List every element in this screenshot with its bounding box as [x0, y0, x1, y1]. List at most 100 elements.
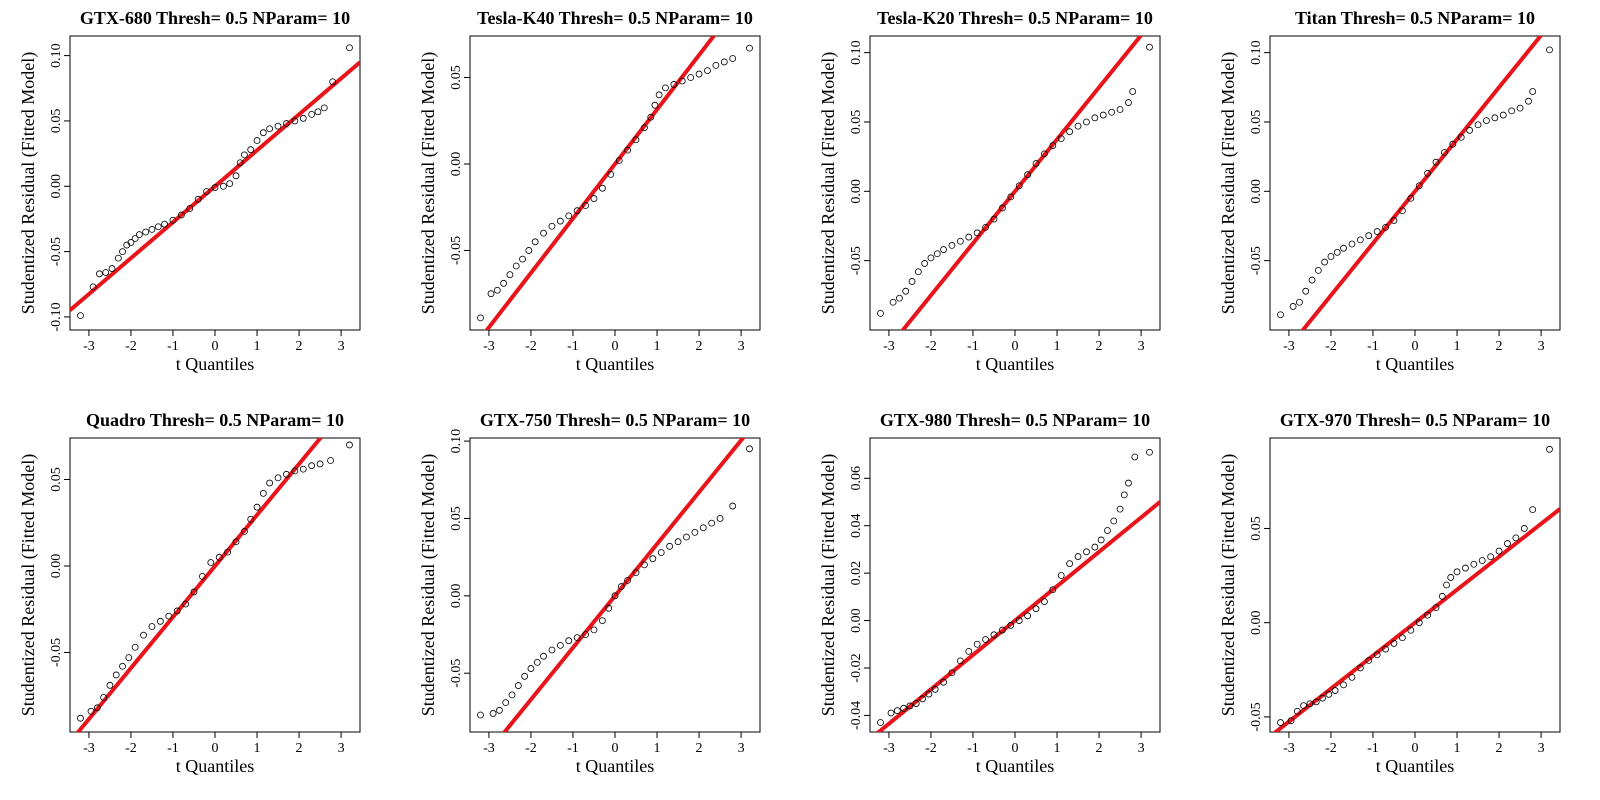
data-point — [662, 84, 669, 92]
data-point — [154, 223, 162, 231]
y-tick-label: 0.10 — [1249, 40, 1264, 65]
data-point — [1525, 97, 1532, 105]
data-point — [1348, 240, 1356, 248]
x-tick-label: -3 — [483, 741, 495, 756]
data-point — [114, 254, 122, 262]
data-point — [632, 136, 640, 144]
y-tick-label: 0.05 — [1249, 110, 1264, 135]
y-tick-label: 0.10 — [849, 40, 864, 65]
data-point — [224, 548, 232, 556]
data-point — [533, 658, 541, 666]
data-point — [1041, 598, 1048, 605]
y-axis-label: Studentized Residual (Fitted Model) — [1218, 454, 1239, 716]
data-point — [1319, 694, 1326, 702]
data-point — [896, 294, 903, 302]
x-tick-label: 3 — [738, 741, 745, 756]
y-tick-label: -0.05 — [49, 638, 64, 667]
y-tick-label: -0.05 — [1249, 246, 1264, 275]
panel-3: Tesla-K20 Thresh= 0.5 NParam= 10 -3 -2 -1 0 1… — [818, 8, 1161, 374]
y-tick-label: 0.05 — [849, 110, 864, 135]
y-tick-label: 0.00 — [449, 152, 464, 177]
data-point — [1083, 548, 1090, 556]
data-point — [1306, 700, 1314, 708]
data-point — [921, 260, 929, 267]
data-point — [1333, 248, 1341, 256]
data-point — [1007, 193, 1015, 201]
data-point — [1356, 664, 1364, 672]
data-point — [1091, 543, 1099, 551]
data-point — [525, 247, 533, 254]
data-point — [500, 279, 508, 287]
data-point — [1491, 114, 1499, 122]
data-point — [877, 719, 884, 726]
data-point — [982, 223, 989, 231]
data-point — [948, 669, 956, 677]
data-point — [274, 474, 282, 482]
x-tick-label: 3 — [338, 339, 345, 354]
panel-2: Tesla-K40 Thresh= 0.5 NParam= 10 -3 -2 -1 0 1… — [418, 8, 761, 374]
y-tick-label: 0.00 — [1249, 179, 1264, 204]
data-point — [112, 671, 120, 679]
x-tick-label: 3 — [1538, 741, 1545, 756]
y-tick-label: 0.00 — [449, 584, 464, 609]
data-point — [641, 561, 648, 569]
x-tick-label: 1 — [1454, 339, 1461, 354]
x-tick-label: 2 — [1096, 339, 1103, 354]
data-point — [314, 108, 322, 116]
panel-5: Quadro Thresh= 0.5 NParam= 10 -3 -2 -1 0 1 2 3 -… — [18, 410, 361, 776]
data-point — [704, 67, 711, 74]
x-tick-label: -1 — [1367, 741, 1379, 756]
data-point — [1049, 586, 1057, 594]
data-point — [573, 207, 581, 215]
x-tick-label: 1 — [1454, 741, 1461, 756]
x-tick-label: -2 — [525, 339, 537, 354]
data-point — [1110, 517, 1118, 525]
x-axis-label: t Quantiles — [976, 756, 1055, 776]
x-tick-label: 2 — [1096, 741, 1103, 756]
data-point — [1041, 150, 1048, 158]
y-tick-label: -0.02 — [849, 653, 864, 682]
data-point — [100, 694, 108, 701]
data-point — [912, 700, 920, 707]
x-tick-label: -3 — [1283, 339, 1295, 354]
data-point — [1066, 128, 1074, 136]
data-point — [1407, 626, 1415, 634]
x-tick-label: -3 — [1283, 741, 1295, 756]
data-point — [1325, 690, 1333, 698]
data-point — [1287, 717, 1295, 725]
data-point — [135, 231, 143, 239]
data-point — [1365, 232, 1373, 240]
data-point — [1466, 126, 1474, 134]
data-point — [1015, 182, 1023, 190]
data-point — [598, 184, 606, 192]
data-point — [519, 255, 526, 263]
data-point — [108, 265, 116, 272]
x-tick-label: -1 — [967, 741, 979, 756]
plot-frame — [469, 35, 761, 331]
data-point — [327, 457, 334, 464]
data-point — [531, 238, 539, 246]
data-point — [990, 631, 998, 639]
data-point — [207, 559, 215, 566]
y-tick-label: -0.04 — [849, 701, 864, 730]
data-point — [77, 714, 84, 722]
data-point — [106, 681, 114, 689]
data-point — [893, 707, 901, 715]
chart-title: GTX-750 Thresh= 0.5 NParam= 10 — [480, 410, 750, 430]
data-point — [1415, 182, 1423, 190]
data-point — [607, 170, 615, 178]
data-point — [900, 704, 908, 712]
x-tick-label: -1 — [167, 741, 179, 756]
data-point — [973, 229, 981, 237]
data-point — [931, 685, 939, 693]
reference-line — [502, 438, 746, 732]
data-point — [649, 555, 657, 563]
data-point — [1277, 719, 1284, 726]
y-tick-label: 0.05 — [449, 506, 464, 531]
y-tick-label: -0.05 — [1249, 702, 1264, 731]
data-point — [1015, 617, 1023, 624]
reference-line — [75, 438, 324, 732]
x-tick-label: 3 — [1138, 339, 1145, 354]
y-tick-label: 0.05 — [49, 109, 64, 134]
data-point — [1499, 111, 1507, 119]
